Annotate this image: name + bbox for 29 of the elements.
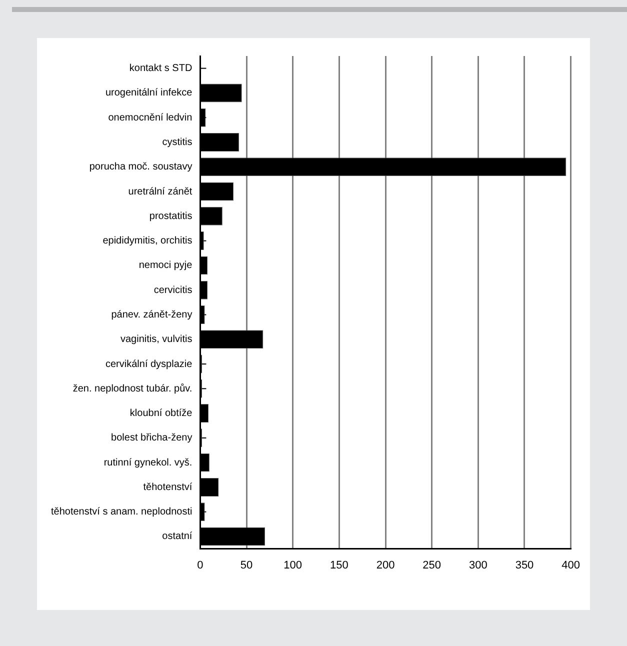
x-tick-label: 50 [240, 559, 253, 572]
y-tick-label: cystitis [162, 136, 192, 148]
y-tick-label: nemoci pyje [138, 260, 193, 272]
y-tick-label: prostatitis [149, 210, 192, 222]
x-tick-label: 100 [284, 559, 302, 572]
y-tick-label: cervikální dysplazie [105, 358, 193, 370]
y-tick-label: kontakt s STD [129, 63, 192, 74]
x-tick-label: 300 [468, 559, 488, 572]
x-tick-label: 250 [422, 559, 442, 572]
x-tick-label: 0 [197, 559, 204, 572]
y-tick-label: kloubní obtíže [130, 408, 193, 420]
y-tick-label: bolest břicha-ženy [111, 432, 192, 444]
y-tick-label: žen. neplodnost tubár. pův. [72, 382, 192, 394]
y-tick-label: rutinní gynekol. vyš. [104, 457, 192, 468]
x-tick-label: 400 [562, 559, 580, 572]
y-tick-label: onemocnění ledvin [108, 112, 192, 124]
y-tick-label: epididymitis, orchitis [102, 236, 192, 247]
y-tick-label: těhotenství [143, 482, 192, 493]
y-tick-label: uretrální zánět [128, 186, 192, 198]
y-tick-label: cervicitis [154, 284, 192, 296]
y-tick-label: porucha moč. soustavy [89, 162, 192, 173]
y-tick-label: urogenitální infekce [105, 88, 193, 99]
x-tick-label: 350 [515, 559, 534, 572]
y-tick-label: těhotenství s anam. neplodnosti [51, 506, 192, 518]
y-tick-label: pánev. zánět-ženy [111, 309, 192, 320]
x-tick-label: 150 [330, 559, 348, 572]
y-tick-label: vaginitis, vulvitis [120, 334, 192, 346]
x-tick-label: 200 [376, 559, 395, 572]
y-tick-label: ostatní [162, 531, 192, 542]
